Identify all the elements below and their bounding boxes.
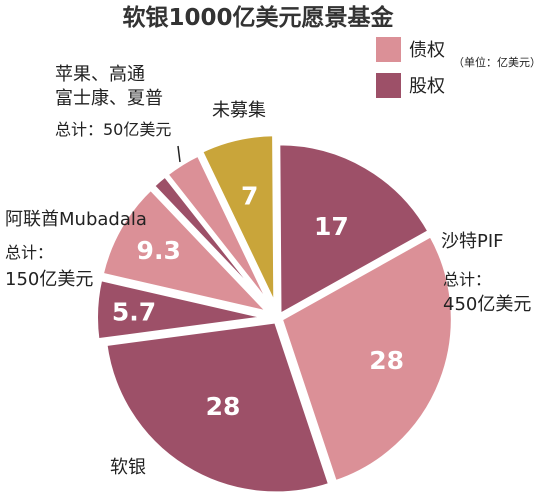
softbank-name: 软银 bbox=[110, 457, 146, 478]
others-name-line1: 苹果、高通 bbox=[55, 64, 145, 85]
legend-label-equity: 股权 bbox=[409, 76, 445, 97]
legend-label-debt: 债权 bbox=[409, 40, 445, 61]
pie-slice-mubadala-debt bbox=[99, 185, 276, 317]
legend-swatch-equity bbox=[376, 73, 401, 98]
chart-title: 软银1000亿美元愿景基金 bbox=[122, 4, 394, 31]
slice-label-softbank-equity: 28 bbox=[206, 392, 241, 421]
legend-swatch-debt bbox=[376, 37, 401, 62]
mubadala-total-label: 总计： bbox=[5, 243, 53, 262]
slice-label-pif-equity: 17 bbox=[314, 212, 349, 241]
slice-label-mubadala-equity: 5.7 bbox=[112, 297, 156, 326]
others-total: 总计：50亿美元 bbox=[55, 120, 171, 139]
pif-total-label: 总计： bbox=[443, 270, 491, 289]
pie-slice-softbank-equity bbox=[103, 319, 333, 496]
slice-label-mubadala-debt: 9.3 bbox=[137, 236, 181, 265]
pie: 17 28 28 5.7 9.3 7 bbox=[94, 132, 455, 496]
unraised-name: 未募集 bbox=[212, 100, 266, 121]
pif-name: 沙特PIF bbox=[441, 231, 504, 252]
pif-total: 450亿美元 bbox=[443, 294, 531, 315]
slice-label-unraised-unraised: 7 bbox=[241, 182, 258, 211]
pie-slice-pif-equity bbox=[276, 141, 433, 319]
unit-note: （单位：亿美元） bbox=[453, 55, 541, 69]
mubadala-name: 阿联酋Mubadala bbox=[5, 209, 147, 230]
pie-slice-others-debt bbox=[163, 151, 275, 311]
slice-label-pif-debt: 28 bbox=[369, 346, 404, 375]
mubadala-total: 150亿美元 bbox=[5, 269, 93, 290]
pie-slice-mubadala-equity bbox=[94, 276, 269, 343]
pie-slice-pif-debt bbox=[278, 232, 455, 485]
others-pointer bbox=[177, 145, 181, 163]
legend: 债权 （单位：亿美元） 股权 bbox=[376, 37, 541, 98]
pie-slice-unraised-unraised bbox=[198, 132, 278, 308]
others-name-line2: 富士康、夏普 bbox=[55, 88, 163, 109]
investor-labels: 苹果、高通 富士康、夏普 总计：50亿美元 未募集 阿联酋Mubadala 总计… bbox=[5, 64, 531, 478]
